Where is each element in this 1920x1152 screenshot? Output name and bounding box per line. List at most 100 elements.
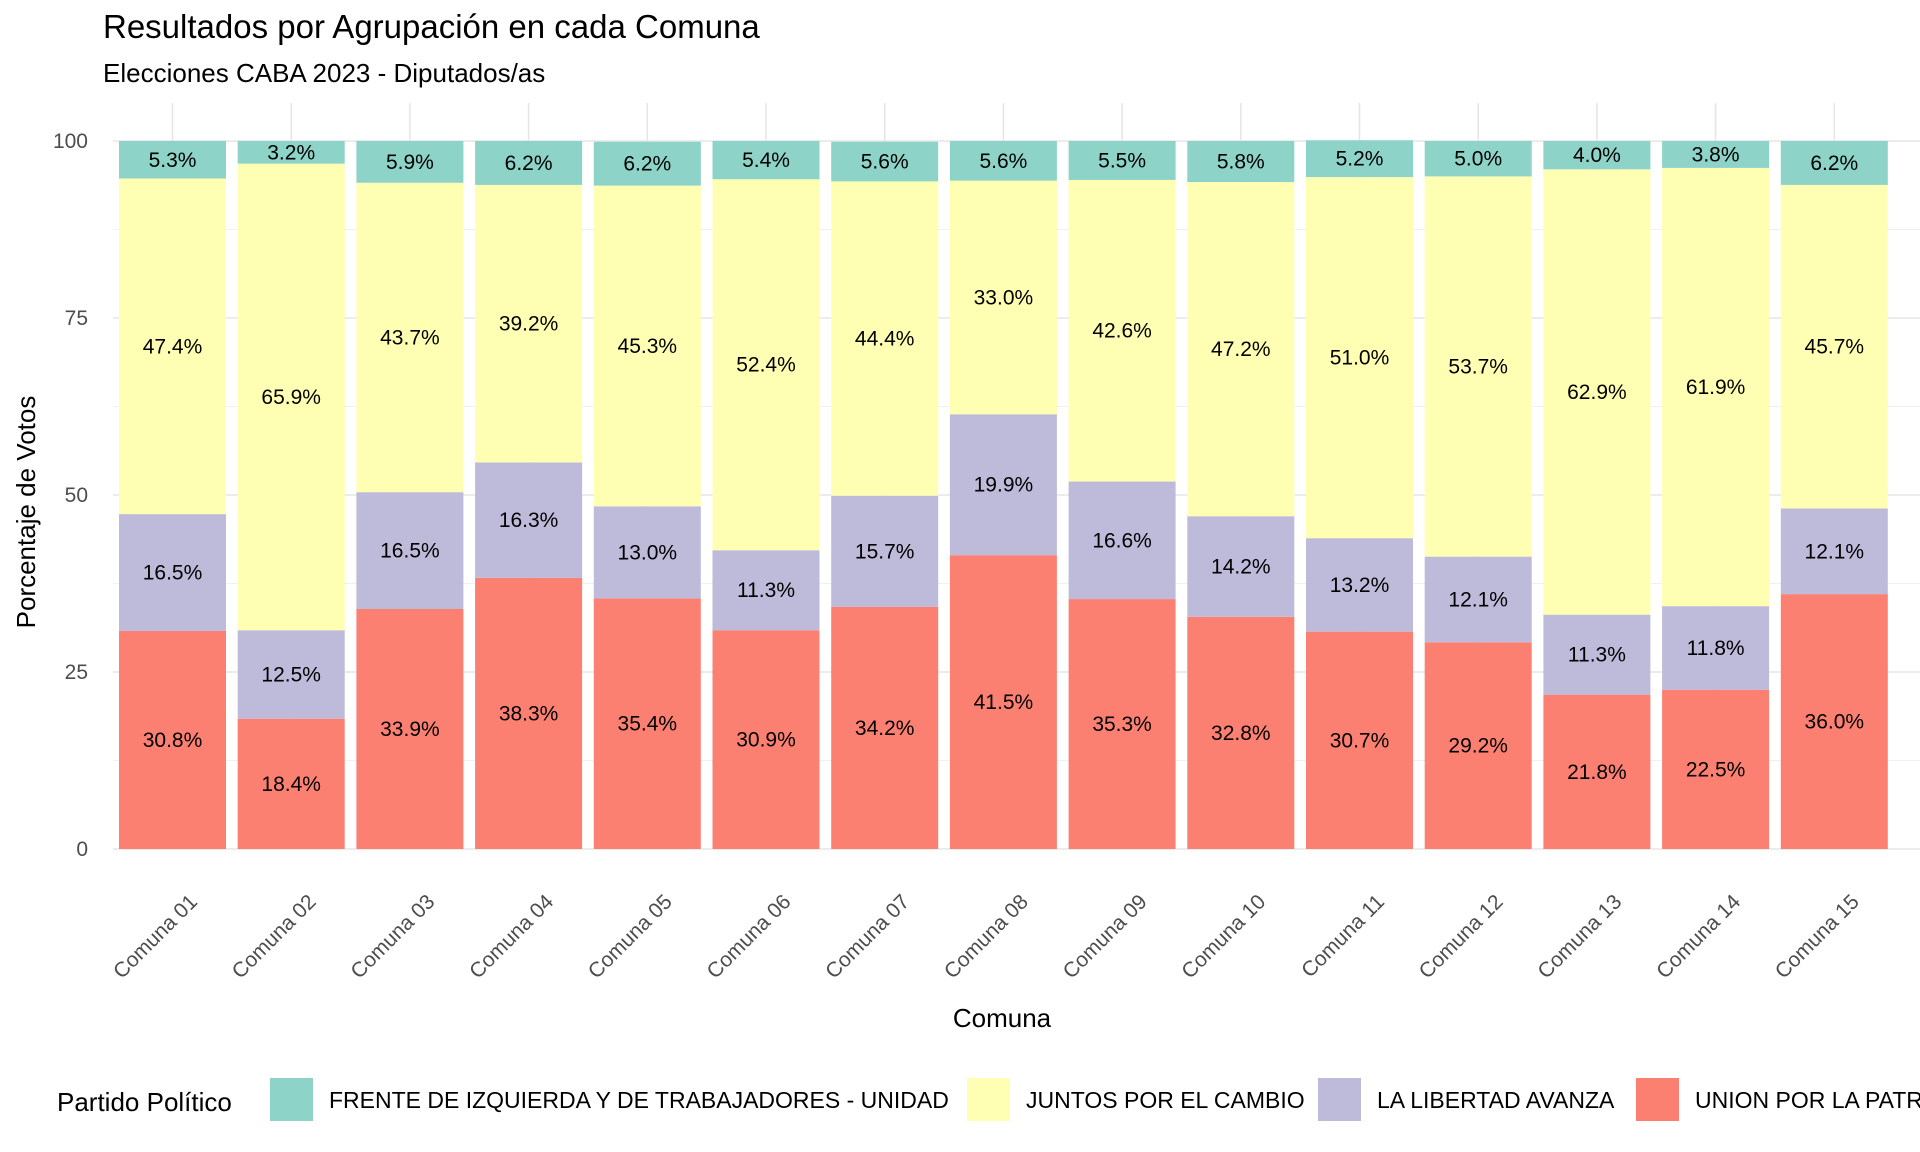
bar-segment bbox=[1306, 631, 1413, 849]
bar-segment bbox=[475, 141, 583, 185]
bar-value-label: 32.8% bbox=[1211, 722, 1271, 745]
bar-segment bbox=[593, 141, 701, 186]
bar-value-label: 11.8% bbox=[1687, 637, 1745, 660]
y-tick-label: 100 bbox=[53, 130, 88, 153]
bar-value-label: 35.3% bbox=[1092, 713, 1152, 736]
x-tick-label: Comuna 14 bbox=[1652, 890, 1745, 983]
bar-segment bbox=[593, 598, 701, 849]
bar-segment bbox=[1187, 616, 1295, 849]
bar-value-label: 15.7% bbox=[855, 540, 915, 563]
bar-segment bbox=[1068, 179, 1176, 482]
bar-value-label: 61.9% bbox=[1686, 376, 1746, 399]
bar-segment bbox=[1187, 141, 1295, 183]
bar-segment bbox=[831, 181, 939, 496]
bar-segment bbox=[949, 180, 1057, 415]
bar-value-label: 16.5% bbox=[380, 540, 440, 563]
bar-segment bbox=[356, 141, 464, 183]
bar-value-label: 30.9% bbox=[736, 729, 796, 752]
bar-segment bbox=[356, 492, 464, 609]
bar-value-label: 5.3% bbox=[149, 149, 197, 172]
bar-value-label: 18.4% bbox=[261, 773, 321, 796]
bar-segment bbox=[475, 577, 583, 849]
bar-segment bbox=[1662, 167, 1770, 607]
bar-value-label: 36.0% bbox=[1805, 711, 1865, 734]
bar-value-label: 43.7% bbox=[380, 326, 440, 349]
bar-value-label: 44.4% bbox=[855, 328, 915, 351]
bar-value-label: 5.4% bbox=[742, 149, 790, 172]
x-tick-label: Comuna 05 bbox=[584, 890, 677, 983]
bar-value-label: 38.3% bbox=[499, 702, 559, 725]
bar-value-label: 5.2% bbox=[1336, 148, 1384, 171]
bar-segment bbox=[593, 506, 701, 599]
bar-value-label: 12.5% bbox=[261, 663, 321, 686]
bar-value-label: 12.1% bbox=[1448, 588, 1508, 611]
bar-value-label: 21.8% bbox=[1567, 761, 1627, 784]
x-tick-label: Comuna 02 bbox=[228, 890, 321, 983]
y-tick-label: 75 bbox=[65, 307, 88, 330]
x-tick-label: Comuna 06 bbox=[702, 890, 795, 983]
bar-segment bbox=[237, 141, 345, 164]
bar-segment bbox=[237, 630, 345, 719]
bar-value-label: 3.2% bbox=[267, 141, 315, 164]
bar-segment bbox=[1068, 481, 1176, 600]
bar-value-label: 47.2% bbox=[1211, 338, 1271, 361]
bar-value-label: 52.4% bbox=[736, 354, 796, 377]
legend-key bbox=[967, 1078, 1010, 1121]
bar-value-label: 19.9% bbox=[974, 474, 1034, 497]
chart-subtitle: Elecciones CABA 2023 - Diputados/as bbox=[103, 58, 546, 88]
bar-segment bbox=[949, 414, 1057, 556]
y-tick-label: 0 bbox=[76, 838, 88, 861]
bar-value-label: 6.2% bbox=[505, 152, 553, 175]
bar-segment bbox=[1306, 140, 1413, 178]
bar-segment bbox=[712, 550, 820, 631]
legend-key bbox=[1636, 1078, 1679, 1121]
bar-value-label: 51.0% bbox=[1330, 347, 1390, 370]
bar-segment bbox=[1662, 606, 1770, 690]
bar-segment bbox=[1780, 508, 1888, 595]
bar-segment bbox=[119, 178, 226, 515]
bar-value-label: 22.5% bbox=[1686, 758, 1746, 781]
x-tick-label: Comuna 13 bbox=[1533, 890, 1626, 983]
bar-segment bbox=[1543, 169, 1651, 615]
bar-value-label: 4.0% bbox=[1573, 144, 1621, 167]
x-axis-title: Comuna bbox=[953, 1003, 1052, 1033]
bar-segment bbox=[712, 179, 820, 551]
y-tick-label: 50 bbox=[65, 484, 88, 507]
bar-segment bbox=[1187, 182, 1295, 517]
bar-segment bbox=[475, 462, 583, 578]
x-tick-label: Comuna 11 bbox=[1297, 890, 1389, 982]
bar-value-label: 16.3% bbox=[499, 509, 559, 532]
legend-item-label: FRENTE DE IZQUIERDA Y DE TRABAJADORES - … bbox=[329, 1087, 949, 1113]
bar-segment bbox=[356, 182, 464, 493]
bar-value-label: 33.9% bbox=[380, 718, 440, 741]
bar-value-label: 29.2% bbox=[1448, 735, 1508, 758]
bar-value-label: 35.4% bbox=[618, 713, 678, 736]
bar-segment bbox=[1780, 594, 1888, 849]
bar-value-label: 13.0% bbox=[618, 541, 678, 564]
bar-value-label: 3.8% bbox=[1692, 143, 1740, 166]
bar-value-label: 11.3% bbox=[1568, 644, 1626, 667]
bar-value-label: 13.2% bbox=[1330, 574, 1390, 597]
bar-value-label: 47.4% bbox=[143, 335, 203, 358]
bar-segment bbox=[831, 606, 939, 849]
x-tick-label: Comuna 04 bbox=[465, 890, 558, 983]
bar-segment bbox=[1306, 177, 1413, 539]
bar-segment bbox=[119, 514, 226, 631]
y-tick-label: 25 bbox=[65, 661, 88, 684]
legend-item-label: JUNTOS POR EL CAMBIO bbox=[1026, 1087, 1305, 1113]
bar-segment bbox=[1543, 141, 1651, 170]
legend-item-label: LA LIBERTAD AVANZA bbox=[1377, 1087, 1615, 1113]
bar-segment bbox=[712, 141, 820, 180]
bar-segment bbox=[1780, 184, 1888, 509]
bar-value-label: 5.8% bbox=[1217, 151, 1265, 174]
chart-title: Resultados por Agrupación en cada Comuna bbox=[103, 8, 760, 45]
x-tick-label: Comuna 07 bbox=[821, 890, 914, 983]
y-axis-title: Porcentaje de Votos bbox=[11, 396, 41, 629]
bar-segment bbox=[593, 185, 701, 507]
bar-segment bbox=[1424, 642, 1532, 849]
bars bbox=[119, 140, 1888, 849]
bar-value-label: 34.2% bbox=[855, 717, 915, 740]
bar-value-label: 6.2% bbox=[1810, 152, 1858, 175]
x-tick-label: Comuna 01 bbox=[109, 890, 202, 983]
